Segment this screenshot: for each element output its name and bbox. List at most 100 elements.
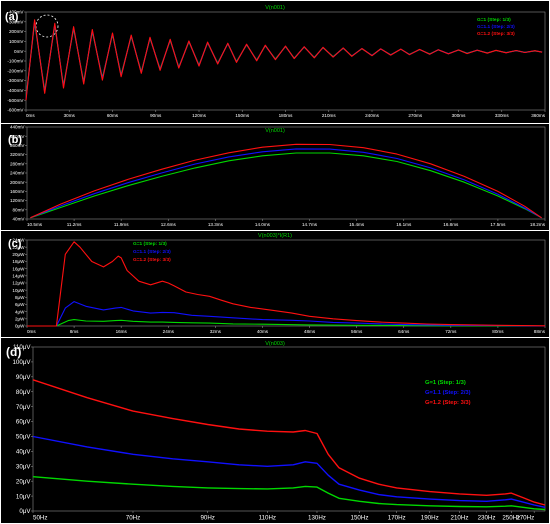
series-line-2 xyxy=(30,148,542,219)
x-tick-label: 15.4ms xyxy=(349,222,365,227)
x-tick-label: 24ms xyxy=(163,329,175,334)
x-tick-label: 30ms xyxy=(64,113,76,118)
panel-a-label: (a) xyxy=(5,11,19,23)
panel-d-legend: G=1 (Step: 1/3) G=1.1 (Step: 2/3) G=1.2 (S… xyxy=(425,380,471,406)
x-tick-label: 11.9ms xyxy=(114,222,129,227)
x-tick-label: 10.5ms xyxy=(27,222,43,227)
y-tick-label: 200mV xyxy=(9,29,24,34)
legend-entry: G=1.2 (Step: 3/3) xyxy=(477,31,515,37)
x-tick-label: 72ms xyxy=(445,329,457,334)
y-tick-label: -600mV xyxy=(7,108,24,113)
x-tick-label: 17.5ms xyxy=(490,222,506,227)
y-tick-label: 80μV xyxy=(16,389,31,396)
x-tick-label: 360ms xyxy=(531,113,545,118)
y-tick-label: 0μV xyxy=(19,508,31,515)
x-tick-label: 120ms xyxy=(192,113,206,118)
x-tick-label: 8ms xyxy=(70,329,79,334)
panel-b-axes: 40mV 80mV 120mV 160mV 200mV 240mV 280mV 320mV 36… xyxy=(10,125,546,227)
series-line-3 xyxy=(25,19,543,101)
y-tick-label: 120mV xyxy=(10,198,25,203)
panel-d: V(n003) (d) 0μV 10μV 20μV 30μV 40μV 50μV 60μV 7… xyxy=(1,338,549,523)
y-tick-label: 40mV xyxy=(12,217,25,222)
y-tick-label: 160mV xyxy=(10,189,25,194)
panel-a-background xyxy=(1,1,549,123)
x-tick-label: 270Hz xyxy=(516,515,534,522)
x-tick-label: 13.3ms xyxy=(208,222,224,227)
legend-entry: G=1.1 (Step: 2/3) xyxy=(477,24,515,30)
x-tick-label: 90Hz xyxy=(200,515,214,522)
y-tick-label: 16μW xyxy=(12,266,25,271)
y-tick-label: 20μV xyxy=(16,478,31,485)
panel-b-title: V(n001) xyxy=(265,128,285,134)
y-tick-label: 200mV xyxy=(10,180,25,185)
panel-b-series xyxy=(30,143,542,219)
y-tick-label: 280mV xyxy=(10,161,25,166)
legend-entry: G=1 (Step: 1/3) xyxy=(133,241,167,247)
x-tick-label: 0ms xyxy=(26,113,35,118)
x-tick-label: 14.7ms xyxy=(302,222,318,227)
y-tick-label: 50μV xyxy=(16,434,31,441)
y-tick-label: 14μW xyxy=(12,273,25,278)
panel-c-series xyxy=(27,241,546,327)
y-tick-label: 360mV xyxy=(10,143,25,148)
panel-d-background xyxy=(1,338,549,523)
y-tick-label: 90μV xyxy=(16,374,31,381)
legend-entry: G=1.2 (Step: 3/3) xyxy=(425,400,471,406)
panel-a-title: V(n001) xyxy=(265,5,285,11)
series-line-2 xyxy=(27,301,546,327)
x-tick-label: 240ms xyxy=(365,113,379,118)
plot-frame xyxy=(32,346,546,512)
panel-c-background xyxy=(1,231,549,337)
legend-entry: G=1.1 (Step: 2/3) xyxy=(425,390,471,396)
y-tick-label: 240mV xyxy=(10,171,25,176)
panel-d-label: (d) xyxy=(6,345,21,359)
y-tick-label: 60μV xyxy=(16,419,31,426)
y-tick-label: 70μV xyxy=(16,404,31,411)
x-tick-label: 40ms xyxy=(257,329,269,334)
legend-entry: G=1 (Step: 1/3) xyxy=(425,380,466,386)
x-tick-label: 150ms xyxy=(235,113,249,118)
y-tick-label: 400mV xyxy=(10,134,25,139)
x-tick-label: 16.1ms xyxy=(396,222,412,227)
legend-entry: G=1.1 (Step: 2/3) xyxy=(133,249,171,255)
series-line-3 xyxy=(27,241,546,327)
y-tick-label: 12μW xyxy=(12,281,25,286)
x-tick-label: 0ms xyxy=(27,329,36,334)
panel-c-legend: G=1 (Step: 1/3) G=1.1 (Step: 2/3) G=1.2 (S… xyxy=(133,241,171,263)
y-tick-label: 440mV xyxy=(10,125,25,130)
y-tick-label: -500mV xyxy=(7,98,24,103)
x-tick-label: 90ms xyxy=(150,113,162,118)
y-tick-label: 8μW xyxy=(15,295,25,300)
y-tick-label: -400mV xyxy=(7,88,24,93)
y-tick-label: 30μV xyxy=(16,463,31,470)
x-tick-label: 270ms xyxy=(408,113,422,118)
x-tick-label: 64ms xyxy=(398,329,410,334)
x-tick-label: 50Hz xyxy=(33,515,47,522)
legend-entry: G=1 (Step: 1/3) xyxy=(477,17,511,23)
y-tick-label: 0μW xyxy=(15,324,25,329)
series-line-1 xyxy=(30,152,542,219)
series-line-3 xyxy=(32,379,546,506)
x-tick-label: 230Hz xyxy=(478,515,496,522)
panel-a-legend: G=1 (Step: 1/3)G=1.1 (Step: 2/3)G=1.2 (S… xyxy=(477,17,515,37)
series-line-1 xyxy=(27,319,546,327)
x-tick-label: 12.6ms xyxy=(161,222,177,227)
y-tick-label: 6μW xyxy=(15,302,25,307)
x-tick-label: 210ms xyxy=(322,113,336,118)
x-tick-label: 250Hz xyxy=(502,515,520,522)
y-tick-label: -300mV xyxy=(7,78,24,83)
x-tick-label: 70Hz xyxy=(126,515,140,522)
y-tick-label: 20μW xyxy=(12,252,25,257)
y-tick-label: 40μV xyxy=(16,449,31,456)
panel-c-title: V(n003)*I(R1) xyxy=(258,233,292,239)
y-tick-label: 24μW xyxy=(12,238,25,243)
panel-c-axes: 0μW 2μW 4μW 6μW 8μW 10μW 12μW 14μW 16μW 18μW 20μW 2… xyxy=(12,238,545,334)
x-tick-label: 18.2ms xyxy=(530,222,546,227)
panel-b: V(n001) (b) 40mV 80mV 120mV 160mV 200mV 240mV… xyxy=(1,124,549,230)
x-tick-label: 16ms xyxy=(116,329,128,334)
panel-a-series xyxy=(25,19,543,101)
y-tick-label: 110μV xyxy=(13,344,31,351)
panel-c-label: (c) xyxy=(8,238,22,250)
legend-entry: G=1.2 (Step: 3/3) xyxy=(133,257,171,263)
